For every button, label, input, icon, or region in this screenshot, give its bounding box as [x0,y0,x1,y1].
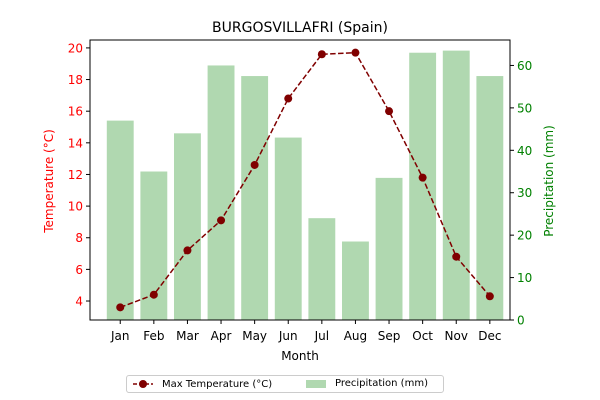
temperature-line [116,48,494,312]
right-tick-label: 60 [517,59,532,73]
axes: 4 6 8 10 12 14 16 18 20 0 10 20 30 40 50 60 Jan Feb Mar Apr… [68,39,532,343]
x-tick-label: Dec [478,329,501,343]
precipitation-bar-nov [442,50,470,321]
precipitation-bar-jun [274,137,302,320]
left-tick-label: 20 [68,41,83,55]
temperature-series-line [119,51,491,309]
precipitation-bar-mar [174,133,201,320]
x-tick-label: May [242,329,267,343]
right-tick-label: 30 [517,186,532,200]
legend-item-precipitation: Precipitation (mm) [305,378,428,389]
plot-frame [89,39,511,321]
temperature-point-mar [183,246,192,255]
temperature-point-sep [385,107,394,116]
precipitation-bar-oct [409,52,437,321]
precipitation-bars [106,50,504,321]
x-tick-label: Aug [344,329,367,343]
precipitation-bar-aug [342,241,369,320]
temperature-point-apr [217,216,226,225]
precipitation-bar-may [241,76,269,320]
x-tick-label: Jan [110,329,130,343]
x-axis-label: Month [281,349,319,363]
chart-title: BURGOSVILLAFRI (Spain) [212,20,388,36]
temperature-point-feb [149,290,158,299]
temperature-point-aug [351,48,360,57]
right-axis-label: Precipitation (mm) [542,125,556,237]
right-tick-label: 0 [517,314,525,328]
x-tick-label: Feb [143,329,164,343]
temperature-point-may [250,160,259,169]
precipitation-bar-sep [375,177,403,320]
x-tick-label: Oct [412,329,433,343]
precipitation-bar-jul [308,218,336,320]
right-tick-label: 20 [517,229,532,243]
left-tick-label: 6 [75,263,83,277]
precipitation-bar-dec [476,76,504,320]
x-tick-label: Apr [211,329,232,343]
legend-label-temperature: Max Temperature (°C) [162,378,273,390]
legend: Max Temperature (°C) Precipitation (mm) [126,375,444,393]
x-tick-label: Sep [378,329,401,343]
temperature-point-nov [452,252,461,261]
left-tick-label: 12 [68,168,83,182]
x-tick-label: Nov [445,329,468,343]
x-tick-label: Jul [314,329,329,343]
left-tick-label: 10 [68,200,83,214]
precipitation-bar-apr [207,65,235,320]
left-axis-label: Temperature (°C) [42,129,56,234]
temperature-point-jan [116,303,125,312]
right-tick-label: 40 [517,144,532,158]
legend-bar-swatch-icon [306,379,326,388]
legend-item-temperature: Max Temperature (°C) [132,378,272,390]
legend-label-precipitation: Precipitation (mm) [335,378,428,389]
x-tick-label: Mar [176,329,199,343]
temperature-point-oct [418,173,427,182]
left-tick-label: 18 [68,73,83,87]
left-tick-label: 4 [75,295,83,309]
left-tick-label: 8 [75,231,83,245]
left-tick-label: 16 [68,105,83,119]
right-tick-label: 50 [517,101,532,115]
x-tick-label: Jun [278,329,298,343]
temperature-point-jul [317,50,326,59]
left-tick-label: 14 [68,136,83,150]
temperature-point-dec [485,292,494,301]
right-tick-label: 10 [517,271,532,285]
precipitation-bar-jan [106,120,134,320]
temperature-point-jun [284,94,293,103]
legend-line-marker-icon [133,380,153,388]
